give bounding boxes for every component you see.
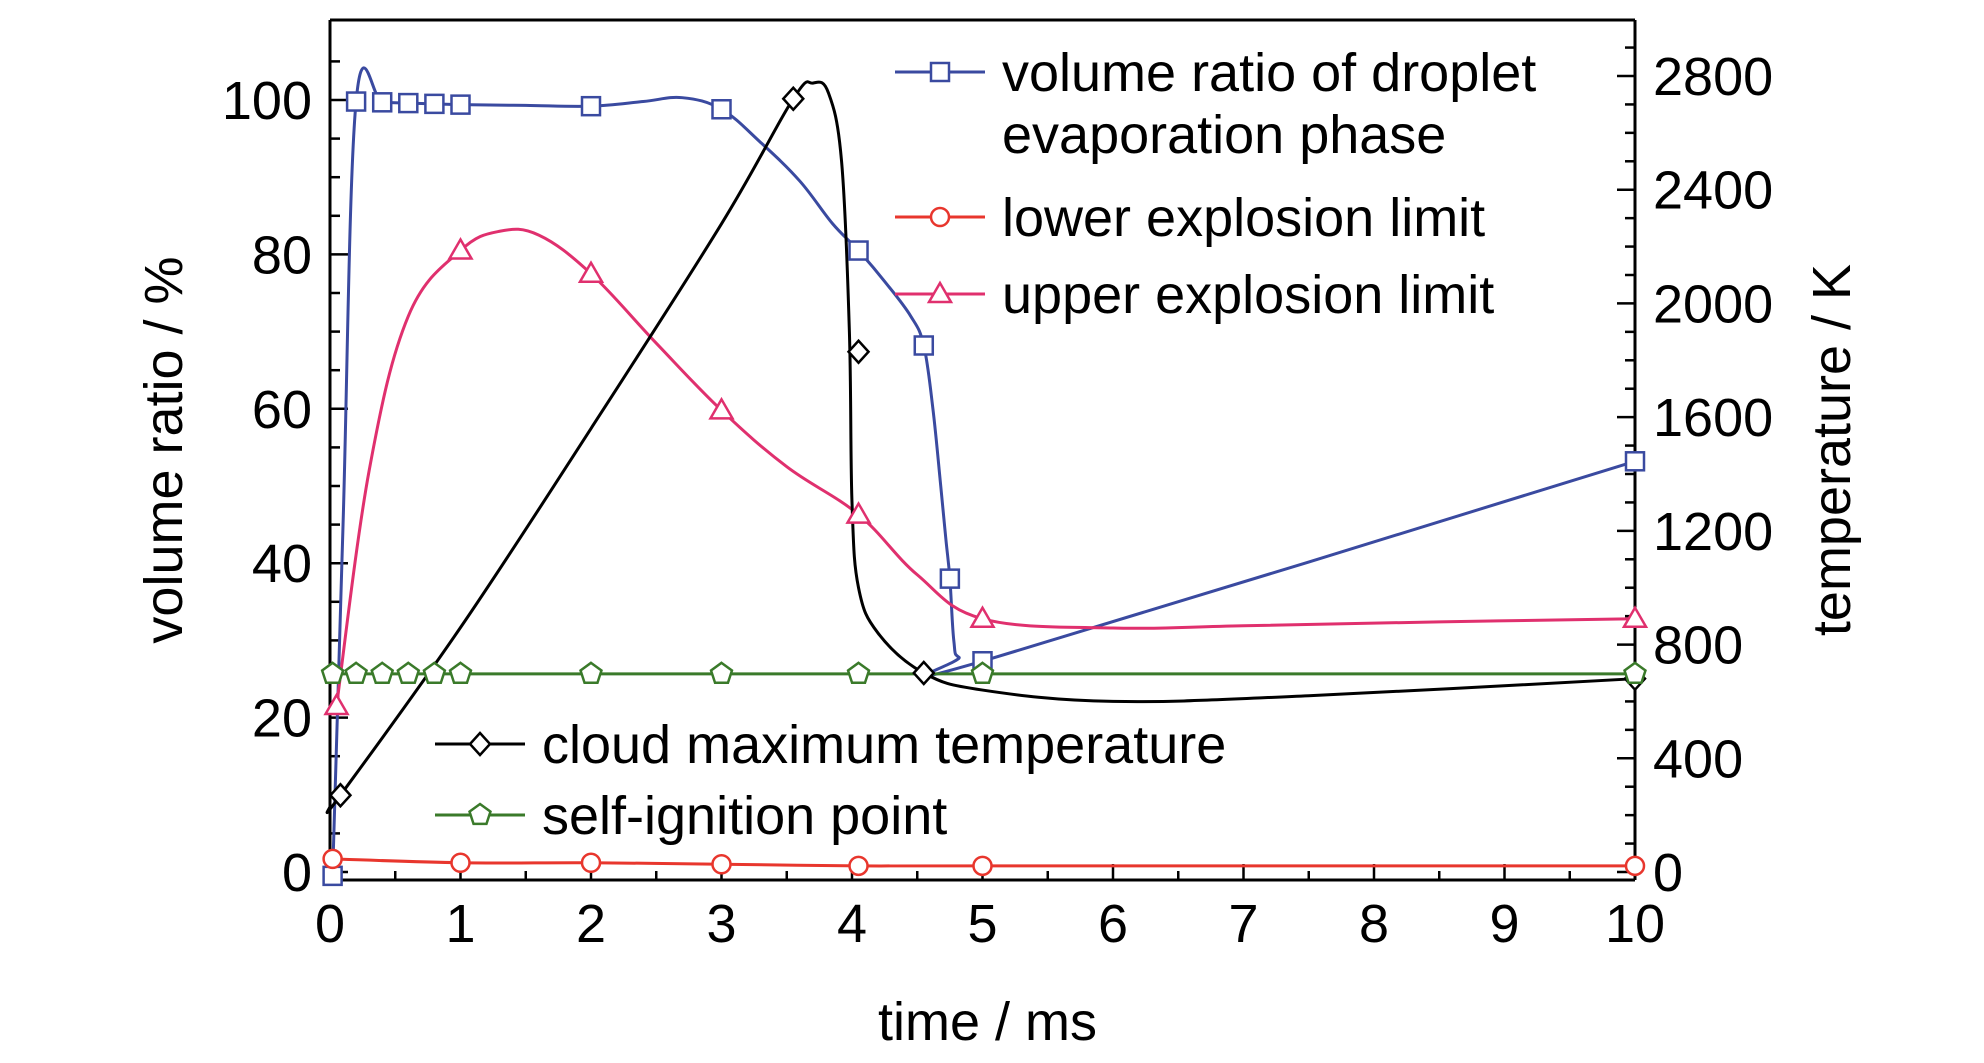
data-point-pentagon (448, 661, 473, 685)
left-y-tick-label: 80 (252, 225, 312, 285)
data-point-triangle (323, 692, 350, 716)
data-point-triangle (1621, 605, 1649, 629)
data-point-circle (848, 855, 869, 877)
legend-marker-circle (929, 206, 951, 228)
data-point-circle (972, 855, 993, 877)
data-point-pentagon (422, 661, 447, 685)
data-point-pentagon (370, 661, 395, 685)
data-point-diamond (781, 85, 805, 112)
data-point-diamond (912, 660, 936, 686)
series-markers (320, 85, 1649, 887)
x-tick-label: 2 (576, 894, 606, 954)
x-tick-label: 9 (1489, 894, 1519, 954)
legend-label: lower explosion limit (1002, 188, 1485, 248)
series-line-4 (325, 80, 1636, 815)
legend-marker-diamond (468, 731, 492, 757)
x-tick-label: 7 (1228, 894, 1258, 954)
right-y-tick-label: 1600 (1653, 388, 1773, 448)
left-y-tick-label: 100 (222, 71, 312, 131)
data-point-circle (580, 852, 602, 873)
right-y-tick-label: 0 (1653, 843, 1683, 903)
data-point-square (913, 335, 935, 356)
data-point-square (848, 240, 869, 261)
x-tick-label: 1 (445, 894, 475, 954)
series-line-3 (335, 227, 1636, 707)
data-point-square (939, 568, 961, 589)
right-y-tick-label: 2400 (1653, 161, 1773, 221)
data-point-square (371, 92, 393, 113)
data-point-circle (322, 848, 343, 870)
legend-marker-pentagon (468, 802, 492, 826)
data-point-pentagon (344, 661, 369, 685)
data-point-square (424, 93, 445, 115)
data-point-square (1624, 451, 1646, 472)
left-y-axis-title: volume ratio / % (134, 256, 194, 643)
data-point-pentagon (970, 661, 995, 685)
right-y-tick-label: 800 (1653, 616, 1743, 676)
data-point-square (322, 865, 343, 887)
data-point-pentagon (846, 661, 871, 685)
legend-label: evaporation phase (1002, 105, 1446, 165)
right-y-tick-label: 400 (1653, 729, 1743, 789)
data-point-triangle (969, 605, 996, 629)
data-point-square (580, 95, 602, 117)
left-y-tick-label: 60 (252, 380, 312, 440)
right-y-axis-title: temperature / K (1802, 264, 1862, 636)
left-y-tick-label: 40 (252, 534, 312, 594)
right-y-tick-label: 2800 (1653, 47, 1773, 107)
legend-label: self-ignition point (542, 786, 947, 846)
ticks: 0 1 2 3 4 5 6 7 8 9 100204060801000400800120016002… (222, 46, 1773, 954)
data-point-triangle (708, 396, 735, 420)
data-point-circle (711, 854, 732, 875)
x-tick-label: 3 (706, 894, 736, 954)
data-point-pentagon (396, 661, 421, 685)
x-tick-label: 6 (1098, 894, 1128, 954)
x-tick-label: 5 (967, 894, 997, 954)
data-point-diamond (846, 338, 871, 365)
series-line-1 (331, 66, 1636, 876)
series-curves (325, 66, 1636, 876)
series-line-2 (332, 857, 1635, 868)
legend-marker-square (929, 61, 951, 83)
right-y-tick-label: 2000 (1653, 274, 1773, 334)
data-point-square (398, 92, 419, 114)
data-point-pentagon (1623, 661, 1647, 685)
data-point-square (345, 91, 367, 112)
legend-marker-triangle (926, 280, 954, 304)
data-point-triangle (577, 260, 605, 283)
data-point-diamond (328, 782, 353, 809)
legend-label: upper explosion limit (1002, 265, 1494, 325)
data-point-pentagon (579, 661, 603, 685)
right-y-tick-label: 1200 (1653, 502, 1773, 562)
data-point-triangle (447, 237, 474, 260)
data-point-square (711, 99, 732, 120)
x-tick-label: 4 (837, 894, 867, 954)
data-point-circle (450, 852, 471, 873)
left-y-tick-label: 20 (252, 689, 312, 749)
data-point-circle (1624, 855, 1646, 877)
data-point-square (450, 94, 471, 115)
data-point-triangle (845, 501, 872, 524)
left-y-tick-label: 0 (282, 843, 312, 903)
x-tick-label: 0 (315, 894, 345, 954)
data-point-pentagon (709, 661, 734, 685)
x-tick-label: 8 (1359, 894, 1389, 954)
x-tick-label: 10 (1605, 894, 1665, 954)
data-point-pentagon (320, 661, 345, 685)
legend-label: cloud maximum temperature (542, 715, 1226, 775)
x-axis-title: time / ms (878, 992, 1097, 1052)
legend-label: volume ratio of droplet (1002, 43, 1536, 103)
